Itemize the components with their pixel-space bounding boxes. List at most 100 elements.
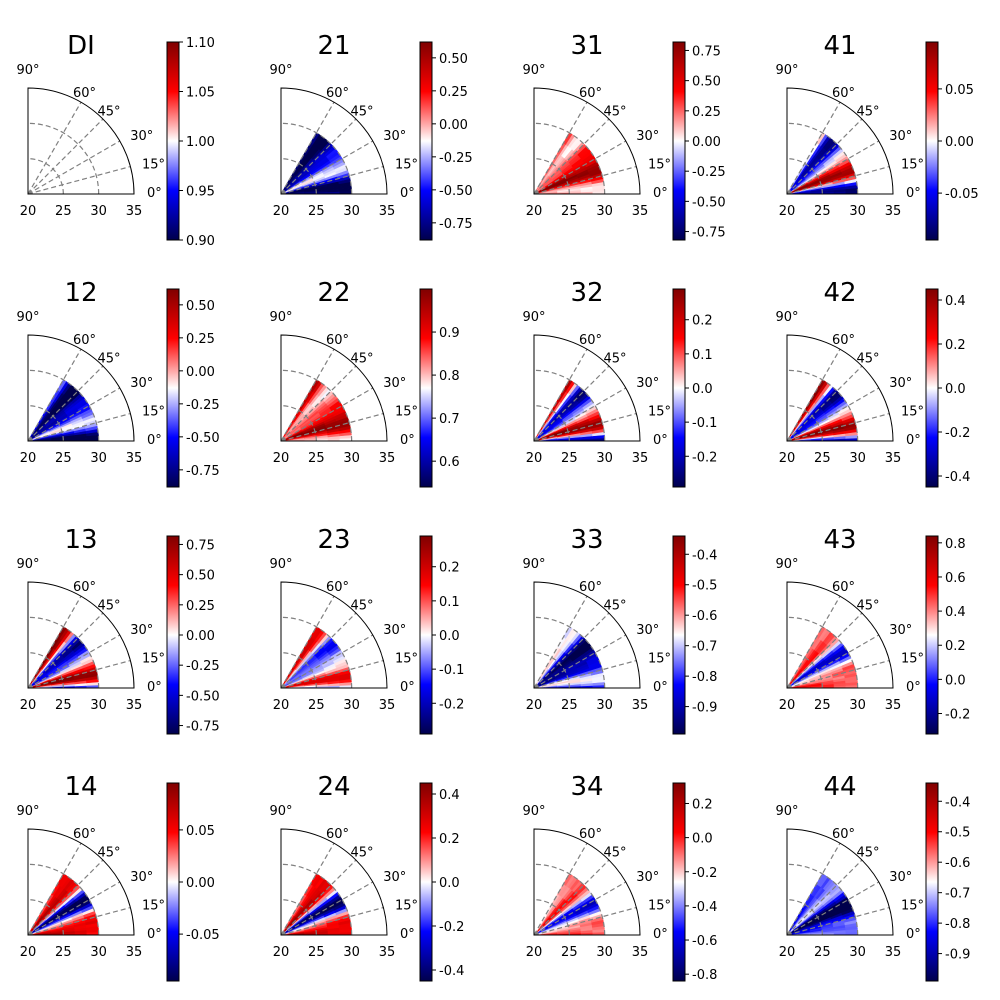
colorbar-tick-label: 0.05 bbox=[945, 83, 974, 98]
colorbar-tick-label: 0.7 bbox=[439, 412, 460, 427]
grid-line-angle-60 bbox=[533, 842, 588, 936]
colorbar-tick-label: -0.7 bbox=[692, 640, 717, 655]
colorbar-tick-label: 0.75 bbox=[692, 44, 721, 59]
r-tick-label: 35 bbox=[885, 698, 902, 713]
colorbar-tick-label: -0.4 bbox=[692, 900, 717, 915]
colorbar-tick-label: 0.50 bbox=[692, 75, 721, 90]
r-tick-label: 30 bbox=[849, 204, 866, 219]
colorbar-tick-label: 0.25 bbox=[186, 332, 215, 347]
angle-tick-label: 45° bbox=[97, 599, 120, 614]
grid-arc-r-30 bbox=[280, 122, 353, 195]
panel-24: 24 20 25 30 35 0° 15° 30° 45°60° 90° -0.4 -0.2 0.0 0.… bbox=[269, 772, 464, 982]
angle-tick-label: 15° bbox=[901, 898, 924, 913]
angle-tick-label: 30° bbox=[383, 376, 406, 391]
grid-line-angle-15 bbox=[533, 906, 637, 936]
colorbar bbox=[925, 41, 939, 241]
r-tick-label: 35 bbox=[885, 204, 902, 219]
angle-tick-label: 30° bbox=[889, 376, 912, 391]
grid-arc-r-30 bbox=[533, 122, 606, 195]
angle-tick-label: 60° bbox=[832, 580, 855, 595]
r-tick-label: 35 bbox=[885, 945, 902, 960]
colorbar bbox=[925, 288, 939, 488]
r-tick-label: 25 bbox=[308, 945, 325, 960]
colorbar-tick-label: 0.50 bbox=[186, 299, 215, 314]
panel-title: 14 bbox=[64, 772, 97, 802]
panel-22: 22 20 25 30 35 0° 15° 30° 45°60° 90° 0.6 0.7 0.8 0.9 bbox=[269, 278, 460, 488]
colorbar-tick-label: 0.0 bbox=[945, 673, 966, 688]
angle-tick-label: 60° bbox=[73, 333, 96, 348]
colorbar-tick-label: 0.6 bbox=[945, 571, 966, 586]
r-tick-label: 30 bbox=[596, 204, 613, 219]
angle-tick-label: 60° bbox=[73, 827, 96, 842]
grid-line-angle-60 bbox=[280, 842, 335, 936]
colorbar-tick-label: 0.9 bbox=[439, 326, 460, 341]
angle-tick-label: 0° bbox=[147, 433, 162, 448]
grid-arc-r-25 bbox=[280, 899, 317, 936]
r-tick-label: 20 bbox=[779, 945, 796, 960]
r-tick-label: 20 bbox=[20, 204, 37, 219]
colorbar-tick-label: -0.05 bbox=[945, 187, 979, 202]
colorbar-tick-label: -0.6 bbox=[692, 934, 717, 949]
angle-tick-label: 45° bbox=[603, 599, 626, 614]
angle-tick-label: 30° bbox=[636, 376, 659, 391]
grid-arc-r-30 bbox=[280, 369, 353, 442]
colorbar-tick-label: 0.50 bbox=[186, 569, 215, 584]
colorbar-tick-label: 0.8 bbox=[439, 369, 460, 384]
panel-title: 12 bbox=[64, 278, 97, 308]
angle-tick-label: 90° bbox=[775, 310, 798, 325]
colorbar bbox=[419, 41, 433, 241]
colorbar-tick-label: -0.25 bbox=[692, 165, 726, 180]
grid-line-angle-30 bbox=[533, 881, 627, 936]
grid-line-angle-15 bbox=[280, 412, 384, 442]
angle-tick-label: 45° bbox=[350, 352, 373, 367]
colorbar-tick-label: 0.2 bbox=[945, 639, 966, 654]
angle-tick-label: 45° bbox=[97, 846, 120, 861]
colorbar-tick-label: 0.95 bbox=[186, 185, 215, 200]
grid-arc-r-30 bbox=[786, 863, 859, 936]
colorbar-tick-label: -0.1 bbox=[439, 663, 464, 678]
grid-arc-r-30 bbox=[280, 863, 353, 936]
grid-line-angle-15 bbox=[786, 659, 890, 689]
r-tick-label: 35 bbox=[632, 204, 649, 219]
angle-tick-label: 90° bbox=[269, 63, 292, 78]
colorbar-tick-label: 0.4 bbox=[945, 294, 966, 309]
grid-line-angle-45 bbox=[27, 612, 104, 689]
grid-line-angle-15 bbox=[27, 659, 131, 689]
angle-tick-label: 60° bbox=[832, 333, 855, 348]
grid-arc-r-25 bbox=[533, 405, 570, 442]
angle-tick-label: 45° bbox=[97, 105, 120, 120]
grid-line-angle-30 bbox=[533, 140, 627, 195]
r-tick-label: 35 bbox=[126, 945, 143, 960]
colorbar-tick-label: 0.75 bbox=[186, 538, 215, 553]
r-tick-label: 35 bbox=[126, 698, 143, 713]
colorbar bbox=[925, 535, 939, 735]
r-tick-label: 35 bbox=[885, 451, 902, 466]
grid-line-angle-45 bbox=[786, 612, 863, 689]
grid-line-angle-60 bbox=[27, 101, 82, 195]
r-tick-label: 25 bbox=[55, 451, 72, 466]
grid-line-angle-30 bbox=[27, 881, 121, 936]
grid-line-angle-30 bbox=[786, 140, 880, 195]
r-tick-label: 25 bbox=[814, 698, 831, 713]
grid-line-angle-60 bbox=[786, 348, 841, 442]
colorbar bbox=[672, 782, 686, 982]
polar-frame bbox=[280, 828, 388, 936]
r-tick-label: 20 bbox=[526, 945, 543, 960]
colorbar-tick-label: -0.5 bbox=[692, 579, 717, 594]
grid-line-angle-60 bbox=[786, 595, 841, 689]
colorbar-tick-label: -0.4 bbox=[439, 964, 464, 979]
colorbar-tick-label: 0.00 bbox=[945, 135, 974, 150]
grid-line-angle-15 bbox=[280, 659, 384, 689]
panel-title: 23 bbox=[317, 525, 350, 555]
colorbar-tick-label: 0.2 bbox=[439, 561, 460, 576]
panel-32: 32 20 25 30 35 0° 15° 30° 45°60° 90° -0.2 -0.1 0.0 0.… bbox=[522, 278, 717, 488]
grid-line-angle-30 bbox=[280, 140, 374, 195]
colorbar-tick-label: -0.50 bbox=[186, 689, 220, 704]
grid-arc-r-25 bbox=[27, 899, 64, 936]
angle-tick-label: 60° bbox=[326, 86, 349, 101]
colorbar bbox=[166, 41, 180, 241]
panel-title: 21 bbox=[317, 31, 350, 61]
panel-title: DI bbox=[67, 31, 95, 61]
colorbar bbox=[419, 782, 433, 982]
